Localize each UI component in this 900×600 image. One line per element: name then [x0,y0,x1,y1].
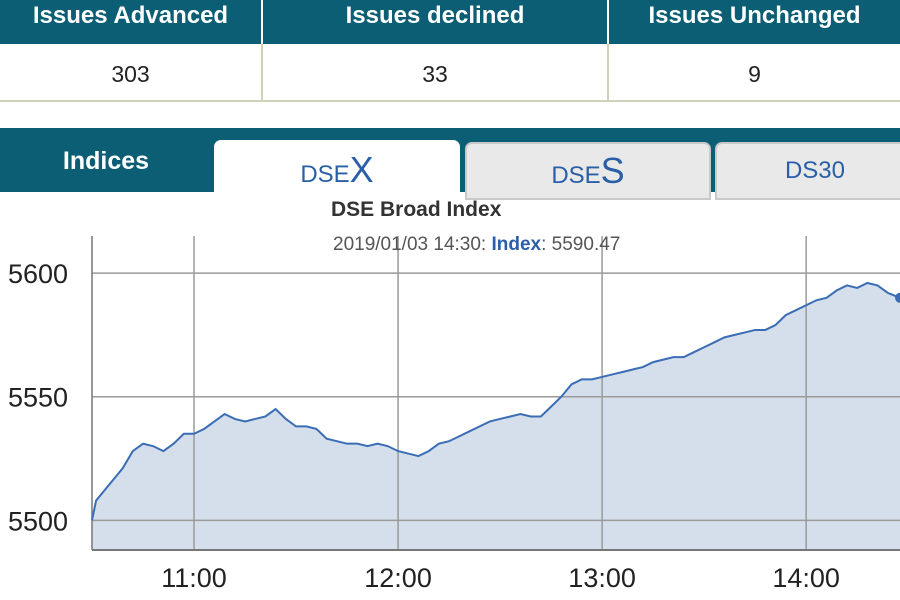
chart-title: DSE Broad Index [331,198,502,221]
tab-dses-prefix: DSE [551,162,601,189]
index-area [92,282,900,550]
stat-header-declined: Issues declined [263,0,609,44]
stat-header-unchanged: Issues Unchanged [648,2,861,29]
x-tick-label-3: 14:00 [772,563,840,593]
stat-value-unchanged: 9 [748,61,761,87]
stat-value-declined: 33 [263,44,609,100]
tab-ds30[interactable]: DS30 [715,142,900,200]
chart-panel: 5500 5550 5600 11:00 12:00 13:00 14:00 [0,200,900,600]
y-tick-label-1: 5550 [8,383,68,413]
tab-dsex-letter: X [349,149,374,190]
index-line [91,281,900,521]
tab-dses[interactable]: DSES [465,142,711,200]
stats-header-row: Issues Advanced Issues declined Issues U… [0,0,900,44]
tooltip-time: 2019/01/03 14:30: [333,234,487,255]
tooltip-label: Index [491,234,542,255]
tab-ds30-label: DS30 [784,157,846,184]
y-tick-label-0: 5500 [8,506,68,536]
x-tick-label-1: 12:00 [364,563,432,593]
hover-marker [895,292,900,303]
tab-dsex-prefix: DSE [300,161,350,188]
indices-label: Indices [62,147,150,175]
stats-value-row: 303 33 9 [0,44,900,102]
chart-tooltip: 2019/01/03 14:30: Index: 5590.47 [333,234,621,255]
x-tick-label-0: 11:00 [161,563,227,593]
stat-value-advanced: 303 [0,44,263,100]
y-tick-label-2: 5600 [8,259,68,289]
x-tick-label-2: 13:00 [568,563,636,593]
tab-dsex[interactable]: DSEX [214,140,460,206]
tab-dses-letter: S [600,150,625,191]
index-chart[interactable]: 5500 5550 5600 11:00 12:00 13:00 14:00 [0,200,900,600]
stat-header-advanced: Issues Advanced [0,0,263,44]
tooltip-value: 5590.47 [551,234,621,255]
